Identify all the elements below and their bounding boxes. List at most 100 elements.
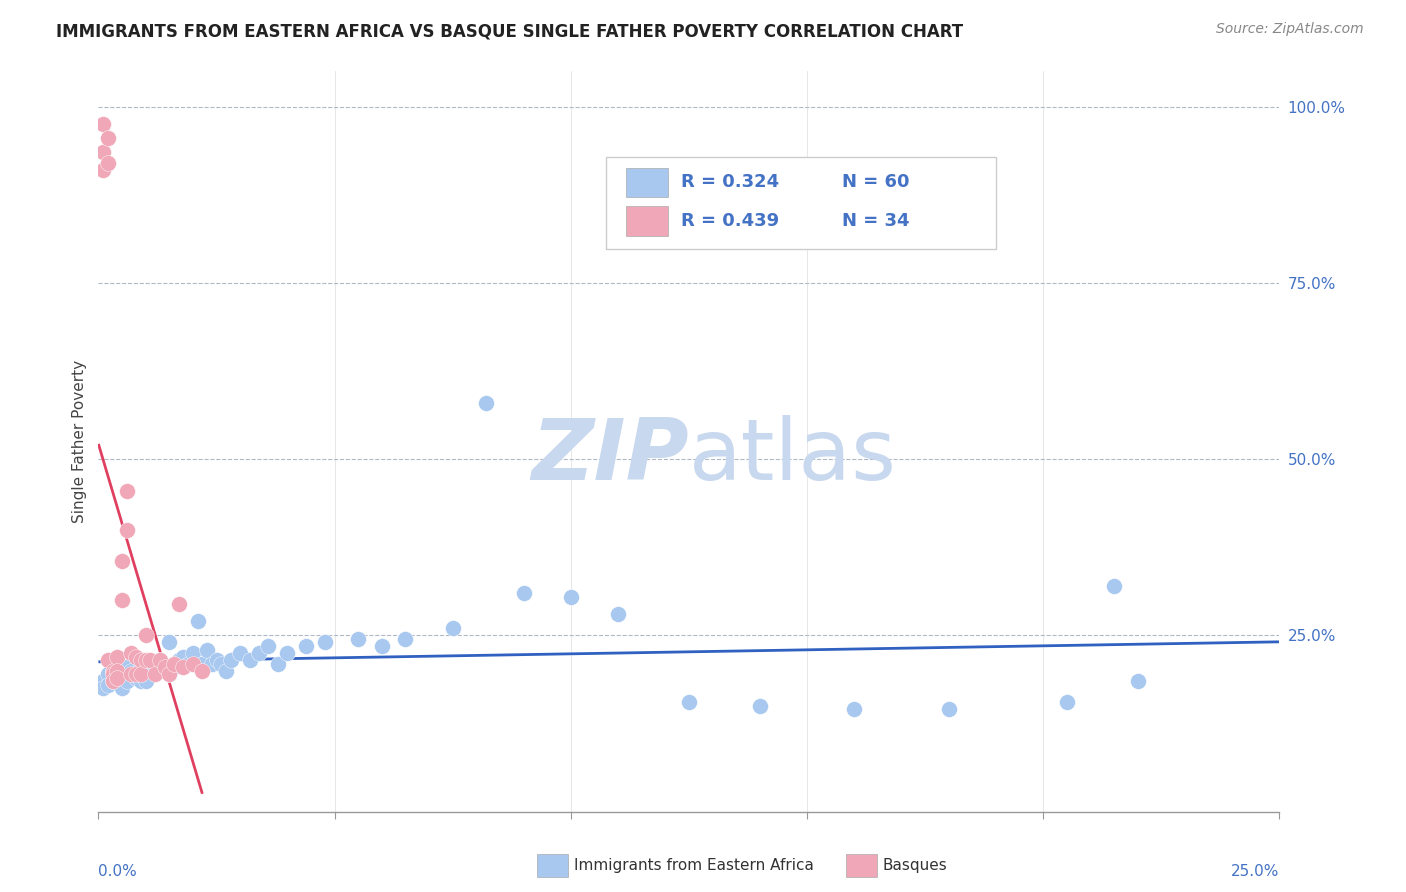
Point (560, 590, 582, 604)
Point (91, 681, 114, 696)
Point (938, 702, 960, 716)
Point (121, 667, 143, 681)
Point (441, 621, 464, 635)
Point (125, 649, 148, 664)
Point (191, 664, 214, 678)
Point (139, 653, 162, 667)
Point (121, 646, 143, 660)
Point (97, 156, 120, 170)
Point (153, 664, 176, 678)
Point (111, 554, 134, 568)
Point (101, 674, 124, 689)
Point (149, 653, 172, 667)
Point (205, 653, 228, 667)
Point (163, 660, 186, 674)
Point (143, 667, 166, 681)
Point (91, 674, 114, 689)
Point (209, 657, 232, 671)
Text: R = 0.439: R = 0.439 (681, 212, 779, 230)
Point (111, 593, 134, 607)
Point (187, 615, 209, 629)
Point (129, 674, 152, 689)
Point (153, 660, 176, 674)
Point (276, 646, 298, 660)
Point (157, 667, 180, 681)
Point (115, 660, 138, 674)
Point (135, 664, 157, 678)
Point (129, 660, 152, 674)
Point (97, 653, 120, 667)
Point (678, 695, 700, 709)
Point (1126, 674, 1149, 689)
Point (143, 664, 166, 678)
Point (135, 653, 157, 667)
Point (97, 667, 120, 681)
Text: IMMIGRANTS FROM EASTERN AFRICA VS BASQUE SINGLE FATHER POVERTY CORRELATION CHART: IMMIGRANTS FROM EASTERN AFRICA VS BASQUE… (56, 22, 963, 40)
Point (105, 671, 128, 685)
Text: R = 0.324: R = 0.324 (681, 173, 779, 192)
Point (139, 657, 162, 671)
Point (163, 657, 186, 671)
Point (267, 657, 290, 671)
Point (512, 586, 534, 600)
Point (157, 667, 180, 681)
Point (844, 702, 866, 716)
Bar (626, 168, 668, 197)
Point (607, 607, 630, 622)
Point (97, 678, 120, 692)
Text: Source: ZipAtlas.com: Source: ZipAtlas.com (1216, 22, 1364, 37)
Point (172, 660, 194, 674)
Point (129, 653, 152, 667)
Point (101, 664, 124, 678)
Point (115, 483, 138, 498)
Point (157, 635, 180, 649)
Point (1102, 579, 1125, 593)
Point (167, 597, 190, 611)
Point (105, 664, 128, 678)
Text: Immigrants from Eastern Africa: Immigrants from Eastern Africa (574, 858, 814, 872)
Text: 25.0%: 25.0% (1232, 863, 1279, 879)
Point (295, 639, 318, 653)
Point (121, 664, 143, 678)
Point (101, 667, 124, 681)
Point (125, 671, 148, 685)
Text: 0.0%: 0.0% (98, 863, 138, 879)
Point (314, 635, 336, 649)
Point (371, 639, 394, 653)
Point (101, 674, 124, 689)
Point (172, 649, 194, 664)
Point (181, 646, 204, 660)
Bar (626, 206, 668, 235)
Point (1056, 695, 1078, 709)
Point (239, 653, 262, 667)
Point (115, 674, 138, 689)
FancyBboxPatch shape (606, 156, 995, 249)
Point (229, 646, 252, 660)
Point (347, 632, 370, 646)
Point (125, 667, 148, 681)
Point (149, 653, 172, 667)
Point (181, 657, 204, 671)
Text: Basques: Basques (883, 858, 948, 872)
Point (111, 667, 134, 681)
Point (257, 639, 280, 653)
Point (101, 664, 124, 678)
Point (135, 628, 157, 642)
Point (91, 117, 114, 131)
Text: N = 60: N = 60 (842, 173, 910, 192)
Point (105, 649, 128, 664)
Point (91, 163, 114, 178)
Point (91, 145, 114, 160)
Text: N = 34: N = 34 (842, 212, 910, 230)
Point (219, 653, 242, 667)
Point (475, 396, 498, 410)
Point (201, 657, 224, 671)
Text: atlas: atlas (689, 415, 897, 498)
Point (105, 664, 128, 678)
Text: ZIP: ZIP (531, 415, 689, 498)
Point (247, 646, 270, 660)
Point (111, 681, 134, 696)
Point (97, 131, 120, 145)
Point (215, 664, 238, 678)
Point (177, 657, 200, 671)
